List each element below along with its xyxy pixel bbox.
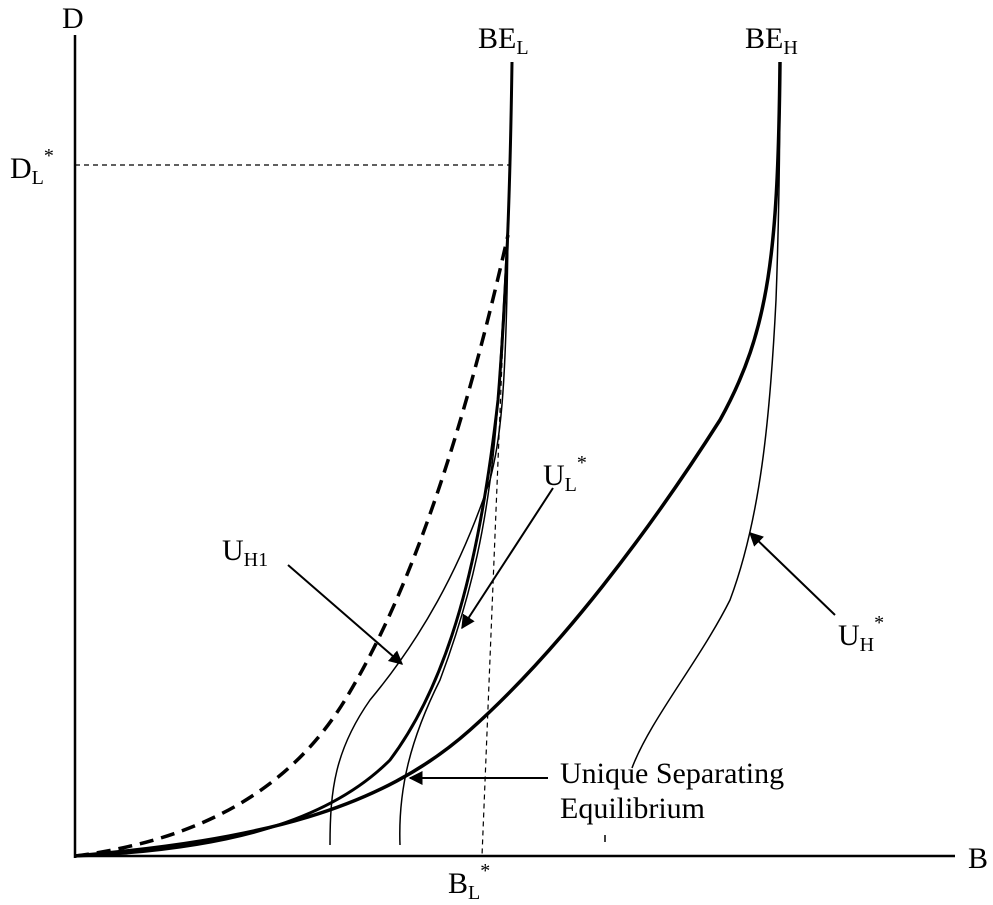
u-l-star-label: UL*	[543, 452, 587, 496]
bl-star-guide-line	[481, 164, 511, 857]
equilibrium-label-line1: Unique Separating	[560, 757, 784, 790]
be-low-curve	[74, 61, 514, 858]
u-h1-arrow	[287, 564, 404, 665]
u-h1-dashed-curve	[74, 234, 510, 858]
u-h1-label: UH1	[222, 534, 268, 571]
equilibrium-label-line2: Equilibrium	[560, 792, 705, 825]
dl-star-label: DL*	[10, 145, 54, 189]
u-h-star-arrow	[748, 532, 836, 616]
x-axis-label: B	[968, 842, 988, 875]
u-h-star-label: UH*	[838, 612, 884, 656]
y-axis-label: D	[62, 2, 84, 35]
u-h-star-indifference-curve	[631, 61, 781, 769]
bl-star-label: BL*	[448, 860, 490, 904]
be-low-label: BEL	[478, 22, 529, 59]
be-high-curve	[74, 61, 782, 858]
u-l-star-arrow	[461, 487, 554, 630]
be-high-label: BEH	[745, 22, 798, 59]
u-l-star-indifference-curve	[399, 164, 511, 846]
u-h1-indifference-curve	[329, 234, 509, 846]
